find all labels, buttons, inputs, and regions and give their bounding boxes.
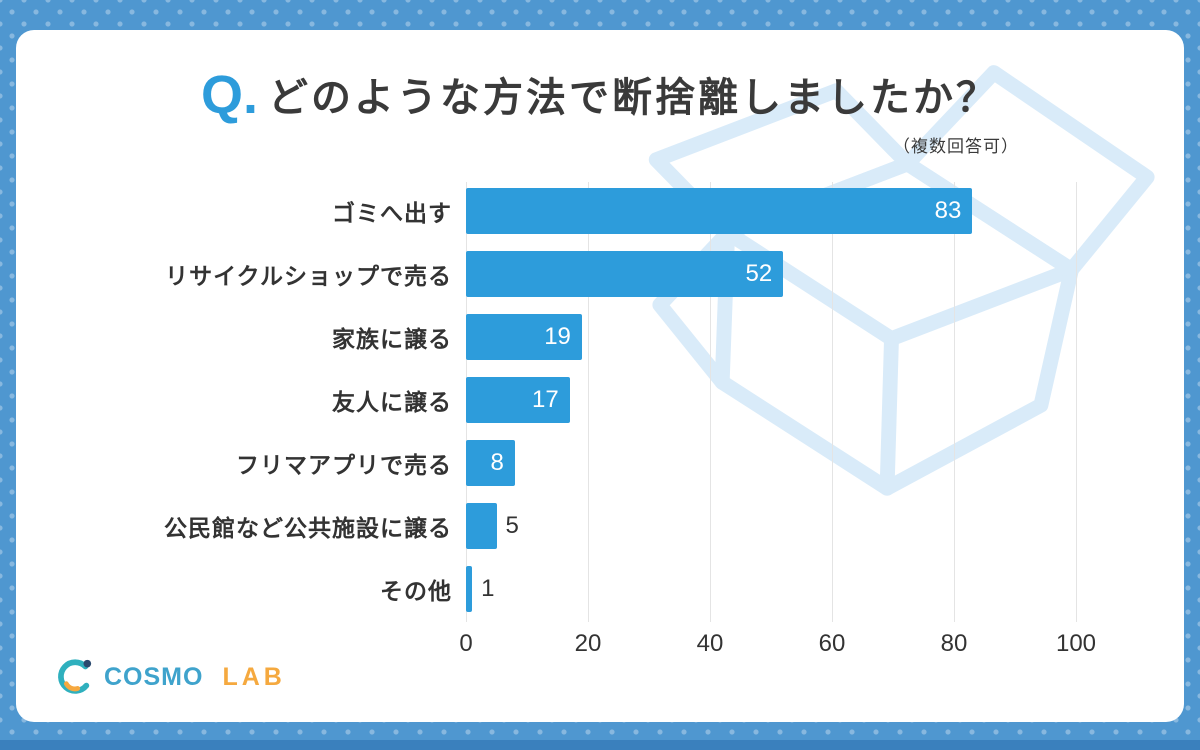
category-label: 友人に譲る (332, 389, 452, 415)
x-tick-label: 60 (818, 630, 846, 657)
x-tick-label: 0 (459, 630, 473, 657)
bar-track: 1 (466, 566, 1184, 612)
page-title: どのような方法で断捨離しましたか？ (268, 76, 999, 120)
category-label: 家族に譲る (332, 326, 452, 352)
logo-text-lab: LAB (222, 662, 286, 691)
question-prefix: Q. (200, 65, 258, 125)
category-label: リサイクルショップで売る (165, 263, 452, 289)
category-label: その他 (380, 578, 452, 604)
value-label: 83 (934, 197, 962, 224)
multiple-answers-note: （複数回答可） (893, 137, 1019, 156)
bar-chart: ゴミへ出す 83 リサイクルショップで売る 52 家族に譲る 19 友人に譲る 17 フリマアプ… (16, 182, 1184, 662)
chart-rows: ゴミへ出す 83 リサイクルショップで売る 52 家族に譲る 19 友人に譲る 17 フリマアプ… (16, 188, 1184, 612)
chart-row: 家族に譲る 19 (16, 314, 1184, 360)
bottom-accent-strip (0, 740, 1200, 750)
bar-track: 8 (466, 440, 1184, 486)
category-label: ゴミへ出す (332, 200, 452, 226)
value-label: 19 (544, 323, 571, 350)
chart-row: ゴミへ出す 83 (16, 188, 1184, 234)
value-label: 5 (505, 512, 519, 539)
bar: 17 (466, 377, 570, 423)
chart-row: その他 1 (16, 566, 1184, 612)
bar-track: 19 (466, 314, 1184, 360)
bar (466, 503, 497, 549)
category-label: 公民館など公共施設に譲る (164, 515, 452, 541)
gridline (588, 182, 589, 622)
chart-row: 公民館など公共施設に譲る 5 (16, 503, 1184, 549)
gridline (710, 182, 711, 622)
bar-track: 83 (466, 188, 1184, 234)
x-tick-label: 40 (696, 630, 724, 657)
cosmo-lab-logo: COSMO LAB (52, 656, 286, 698)
bar (466, 566, 473, 612)
chart-row: フリマアプリで売る 8 (16, 440, 1184, 486)
x-tick-label: 80 (940, 630, 968, 657)
value-label: 8 (490, 449, 504, 476)
bar: 52 (466, 251, 784, 297)
bar: 83 (466, 188, 973, 234)
chart-row: リサイクルショップで売る 52 (16, 251, 1184, 297)
chart-row: 友人に譲る 17 (16, 377, 1184, 423)
cosmo-lab-logo-icon (58, 659, 92, 694)
value-label: 1 (481, 575, 495, 602)
value-label: 17 (531, 386, 559, 413)
chart-card: Q. どのような方法で断捨離しましたか？ （複数回答可） ゴミへ出す 83 リサイクル… (16, 30, 1184, 722)
x-tick-label: 100 (1055, 630, 1097, 657)
chart-header: Q. どのような方法で断捨離しましたか？ (16, 30, 1184, 126)
x-tick-label: 20 (574, 630, 602, 657)
bar: 19 (466, 314, 582, 360)
bar: 8 (466, 440, 515, 486)
bar-track: 17 (466, 377, 1184, 423)
bar-track: 52 (466, 251, 1184, 297)
x-axis-ticks: 0 20 40 60 80 100 (459, 620, 1184, 662)
category-label: フリマアプリで売る (236, 452, 452, 478)
value-label: 52 (745, 260, 773, 287)
logo-text-cosmo: COSMO (104, 662, 204, 691)
bar-track: 5 (466, 503, 1184, 549)
